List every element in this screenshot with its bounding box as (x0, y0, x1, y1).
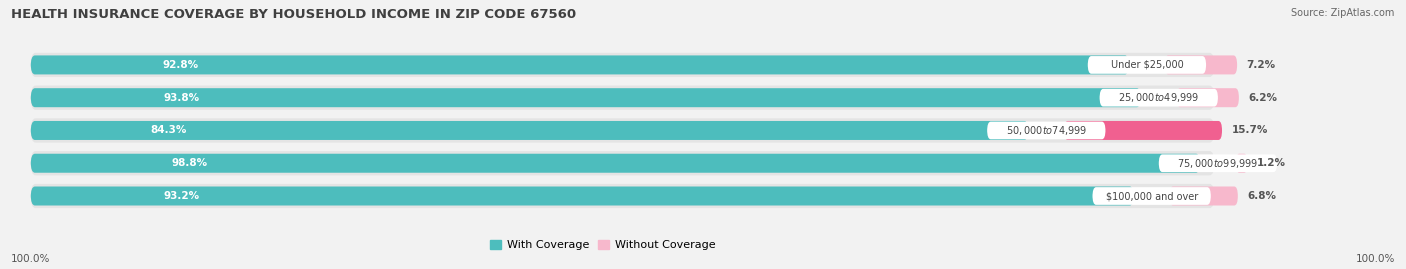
Text: 84.3%: 84.3% (150, 125, 187, 136)
FancyBboxPatch shape (1088, 56, 1206, 74)
FancyBboxPatch shape (31, 186, 1133, 206)
Text: 6.2%: 6.2% (1249, 93, 1278, 103)
FancyBboxPatch shape (31, 151, 1215, 175)
FancyBboxPatch shape (31, 184, 1215, 208)
Text: Under $25,000: Under $25,000 (1111, 60, 1184, 70)
FancyBboxPatch shape (1164, 55, 1237, 75)
Text: $50,000 to $74,999: $50,000 to $74,999 (1005, 124, 1087, 137)
Text: 7.2%: 7.2% (1247, 60, 1275, 70)
Text: HEALTH INSURANCE COVERAGE BY HOUSEHOLD INCOME IN ZIP CODE 67560: HEALTH INSURANCE COVERAGE BY HOUSEHOLD I… (11, 8, 576, 21)
FancyBboxPatch shape (31, 118, 1215, 143)
Text: $100,000 and over: $100,000 and over (1105, 191, 1198, 201)
FancyBboxPatch shape (31, 88, 1142, 107)
Text: 92.8%: 92.8% (163, 60, 198, 70)
Text: 100.0%: 100.0% (1355, 254, 1395, 264)
Text: 93.8%: 93.8% (165, 93, 200, 103)
FancyBboxPatch shape (31, 53, 1215, 77)
Text: Source: ZipAtlas.com: Source: ZipAtlas.com (1291, 8, 1395, 18)
FancyBboxPatch shape (1099, 89, 1218, 107)
Text: $75,000 to $99,999: $75,000 to $99,999 (1177, 157, 1258, 170)
Text: 1.2%: 1.2% (1257, 158, 1286, 168)
Text: 93.2%: 93.2% (163, 191, 200, 201)
FancyBboxPatch shape (31, 55, 1129, 75)
Text: 98.8%: 98.8% (172, 158, 207, 168)
FancyBboxPatch shape (1177, 88, 1239, 107)
Text: 15.7%: 15.7% (1232, 125, 1268, 136)
FancyBboxPatch shape (1092, 187, 1211, 205)
FancyBboxPatch shape (1236, 154, 1247, 173)
FancyBboxPatch shape (987, 122, 1105, 139)
Text: $25,000 to $49,999: $25,000 to $49,999 (1118, 91, 1199, 104)
Legend: With Coverage, Without Coverage: With Coverage, Without Coverage (485, 235, 720, 255)
FancyBboxPatch shape (1159, 154, 1277, 172)
FancyBboxPatch shape (31, 154, 1201, 173)
FancyBboxPatch shape (31, 86, 1215, 110)
Text: 6.8%: 6.8% (1247, 191, 1277, 201)
FancyBboxPatch shape (1170, 186, 1237, 206)
FancyBboxPatch shape (1064, 121, 1222, 140)
FancyBboxPatch shape (31, 121, 1029, 140)
Text: 100.0%: 100.0% (11, 254, 51, 264)
